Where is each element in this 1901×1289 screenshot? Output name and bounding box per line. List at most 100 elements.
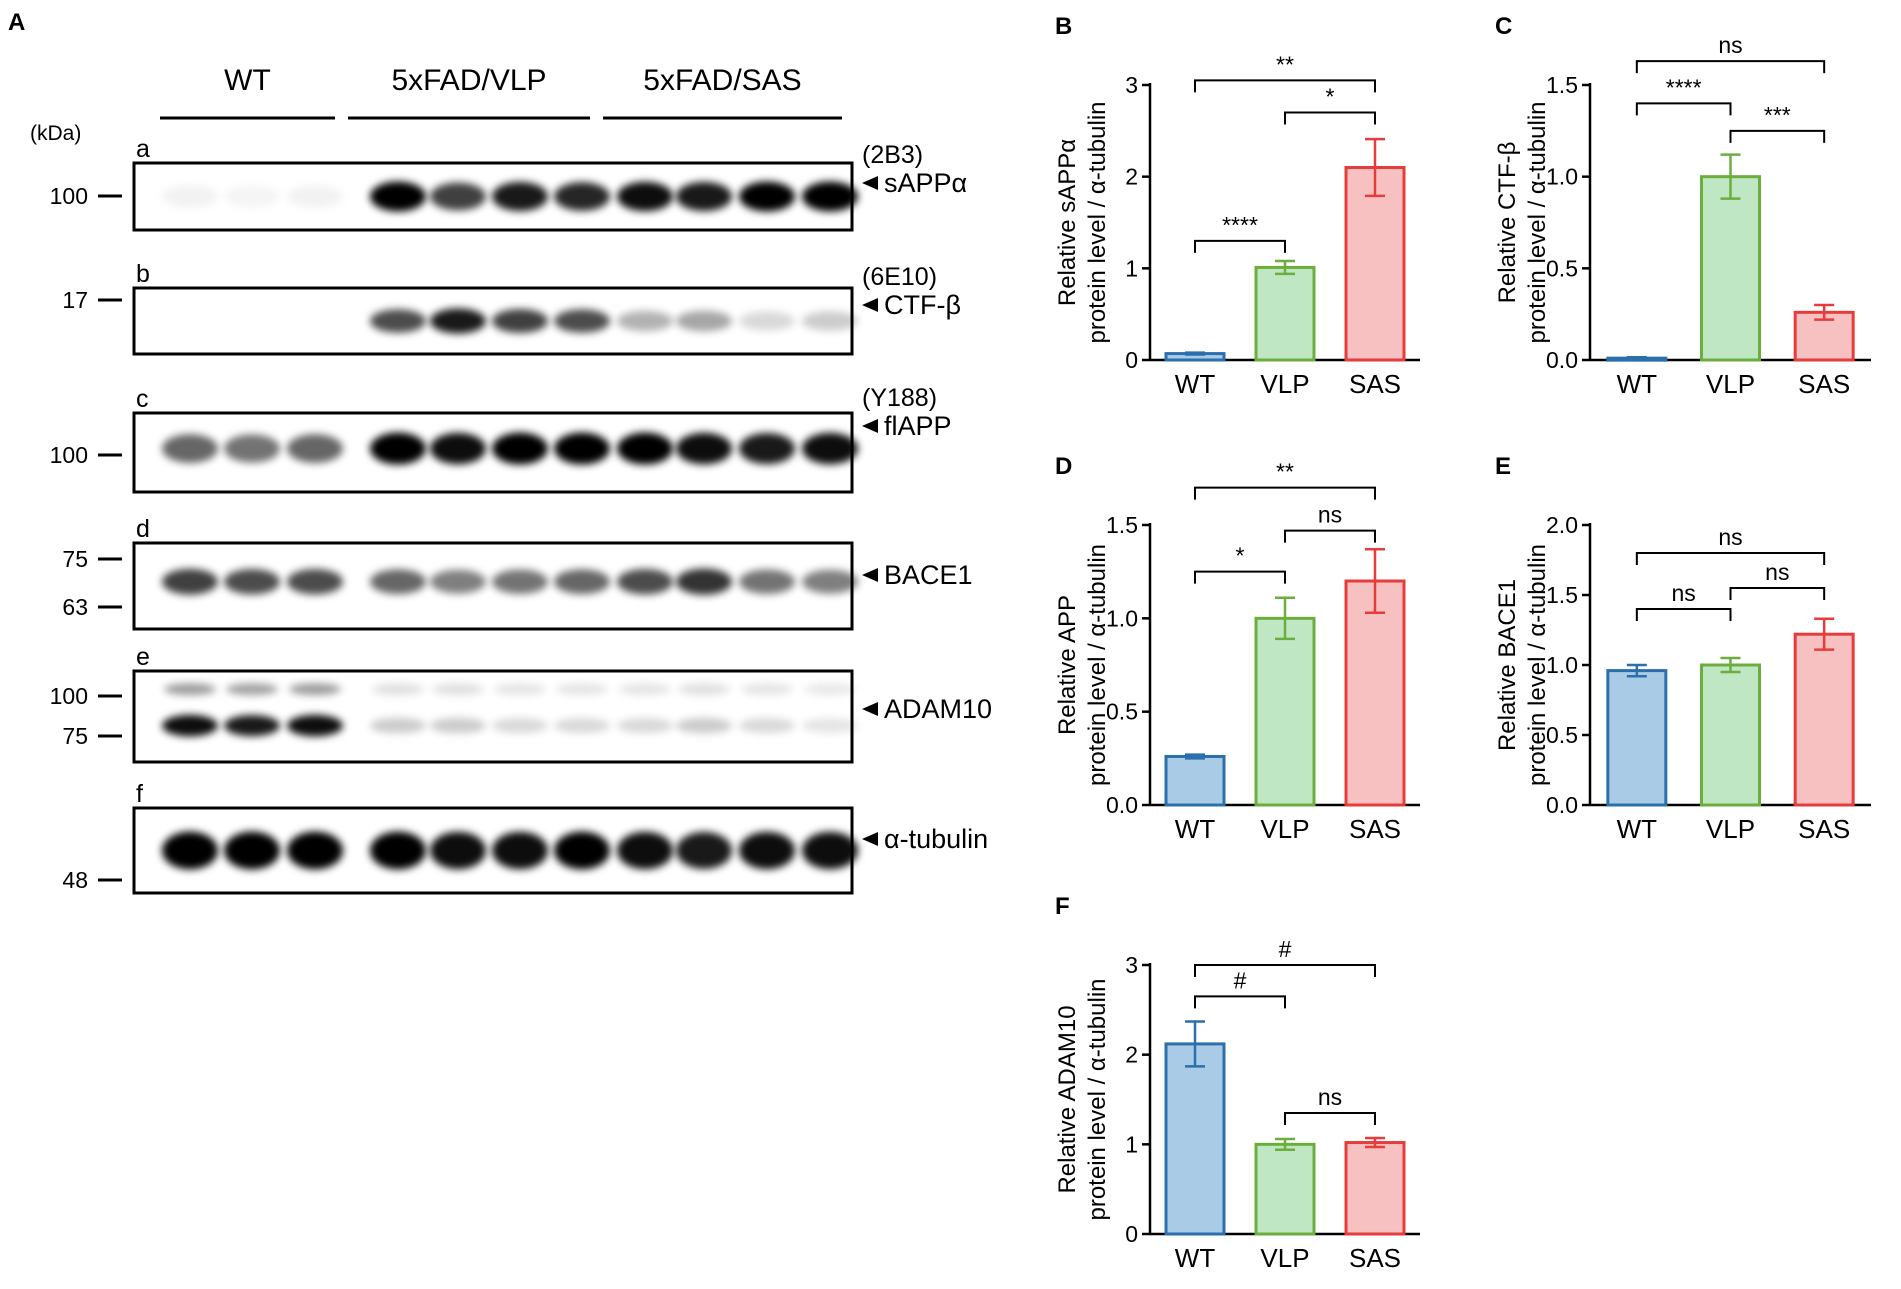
y-tick-label: 1.0	[1546, 164, 1578, 190]
protein-band	[676, 831, 732, 870]
bar-chart-e: E 0.0 0.5 1.0 1.5 2.0 Relative BACE1 protein le…	[1494, 453, 1871, 844]
protein-band	[430, 717, 486, 734]
protein-band	[617, 831, 673, 870]
y-axis-label-line: protein level / α-tubulin	[1084, 101, 1111, 343]
y-tick-label: 1.0	[1106, 605, 1138, 631]
y-axis-label: Relative sAPPα protein level / α-tubulin	[1054, 101, 1111, 343]
western-blot-panel: A (kDa) WT 5xFAD/VLP 5xFAD/SAS a 100 (2B3)sA…	[8, 9, 992, 895]
protein-band	[739, 432, 795, 465]
protein-band-upper	[494, 683, 546, 696]
group-label: 5xFAD/VLP	[391, 64, 546, 97]
significance-label: *	[1236, 543, 1245, 569]
kda-label: (kDa)	[30, 122, 81, 145]
protein-band	[492, 181, 548, 212]
y-axis-label-line: Relative BACE1	[1494, 579, 1521, 751]
arrowhead-icon	[862, 832, 878, 846]
y-tick-label: 0.5	[1106, 699, 1138, 725]
blot-a: a 100 (2B3)sAPPα	[50, 135, 967, 232]
blot-letter: f	[136, 780, 143, 808]
protein-band	[430, 432, 486, 465]
protein-band	[370, 831, 426, 870]
panel-label: F	[1055, 893, 1070, 920]
antibody-label: (2B3)	[862, 141, 923, 169]
protein-band	[287, 568, 343, 595]
y-tick-label: 2.0	[1546, 512, 1578, 538]
protein-band	[492, 432, 548, 465]
target-label: BACE1	[884, 560, 973, 590]
protein-band	[224, 715, 280, 737]
x-tick-label: SAS	[1349, 1243, 1401, 1273]
significance-bracket	[1194, 964, 1376, 977]
y-tick-label: 1.5	[1106, 512, 1138, 538]
significance-bracket	[1635, 102, 1732, 116]
blot-f: f 48 α-tubulin	[62, 780, 988, 895]
protein-band-upper	[164, 683, 216, 696]
bar-chart-b: B 0 1 2 3 Relative sAPPα protein level / α-tub…	[1054, 13, 1420, 399]
x-tick-label: WT	[1175, 1243, 1216, 1273]
target-label: α-tubulin	[884, 824, 988, 854]
protein-band	[430, 569, 486, 594]
y-tick-label: 3	[1125, 952, 1138, 978]
y-axis-label: Relative CTF-β protein level / α-tubulin	[1494, 101, 1551, 343]
x-tick-label: SAS	[1349, 814, 1401, 844]
marker-label: 63	[62, 594, 88, 620]
bar-vlp	[1700, 175, 1761, 362]
x-tick-label: VLP	[1706, 814, 1755, 844]
significance-label: ns	[1765, 559, 1789, 585]
significance-label: *	[1326, 84, 1335, 110]
x-tick-label: VLP	[1706, 369, 1755, 399]
blot-strips: a 100 (2B3)sAPPα b 17 (6E10)CTF-β c 100 (Y188)fl…	[50, 135, 992, 895]
protein-band	[739, 569, 795, 594]
marker-label: 48	[62, 867, 88, 893]
protein-band-upper	[372, 683, 424, 696]
blot-letter: a	[136, 135, 150, 163]
protein-band	[162, 185, 218, 208]
y-tick-label: 1.0	[1546, 652, 1578, 678]
lane-group-headers: WT 5xFAD/VLP 5xFAD/SAS	[160, 64, 842, 120]
y-tick-label: 0	[1125, 347, 1138, 373]
protein-band	[676, 568, 732, 595]
protein-band	[224, 568, 280, 595]
bar-vlp	[1254, 265, 1316, 362]
protein-band	[224, 831, 280, 870]
protein-band	[492, 718, 548, 734]
y-axis-label-line: Relative sAPPα	[1054, 139, 1081, 306]
target-label: sAPPα	[884, 168, 967, 198]
panel-label: C	[1495, 13, 1512, 40]
blot-letter: e	[136, 643, 150, 671]
y-tick-label: 0.5	[1546, 722, 1578, 748]
y-tick-label: 0.0	[1546, 792, 1578, 818]
arrowhead-icon	[862, 298, 878, 312]
protein-band-upper	[556, 683, 608, 696]
blot-d: d 75 63 BACE1	[62, 515, 973, 631]
protein-band	[492, 831, 548, 870]
protein-band	[370, 717, 426, 734]
protein-band-upper	[741, 683, 793, 696]
bar-wt	[1164, 1042, 1226, 1236]
y-axis-label-line: protein level / α-tubulin	[1524, 544, 1551, 786]
blot-e: e 100 75 ADAM10	[50, 643, 992, 764]
protein-band	[162, 831, 218, 870]
y-tick-label: 1.5	[1546, 72, 1578, 98]
y-tick-label: 3	[1125, 72, 1138, 98]
protein-band	[162, 434, 218, 463]
protein-band	[224, 434, 280, 463]
protein-band	[554, 569, 610, 595]
protein-band	[802, 311, 858, 331]
target-label: flAPP	[884, 411, 952, 441]
protein-band	[676, 432, 732, 465]
protein-band	[617, 568, 673, 595]
y-axis-label: Relative ADAM10 protein level / α-tubulin	[1054, 978, 1111, 1220]
bar-chart-d: D 0.0 0.5 1.0 1.5 Relative APP protein level /…	[1054, 453, 1420, 844]
y-tick-label: 1	[1125, 1131, 1138, 1157]
significance-bracket	[1194, 995, 1286, 1009]
y-tick-label: 1	[1125, 255, 1138, 281]
y-tick-label: 0	[1125, 1221, 1138, 1247]
protein-band	[554, 831, 610, 870]
y-axis-label-line: Relative ADAM10	[1054, 1005, 1081, 1193]
marker-label: 75	[62, 723, 88, 749]
marker-label: 75	[62, 546, 88, 572]
significance-bracket	[1194, 570, 1286, 584]
significance-bracket	[1284, 529, 1376, 543]
bar-sas	[1793, 632, 1855, 807]
